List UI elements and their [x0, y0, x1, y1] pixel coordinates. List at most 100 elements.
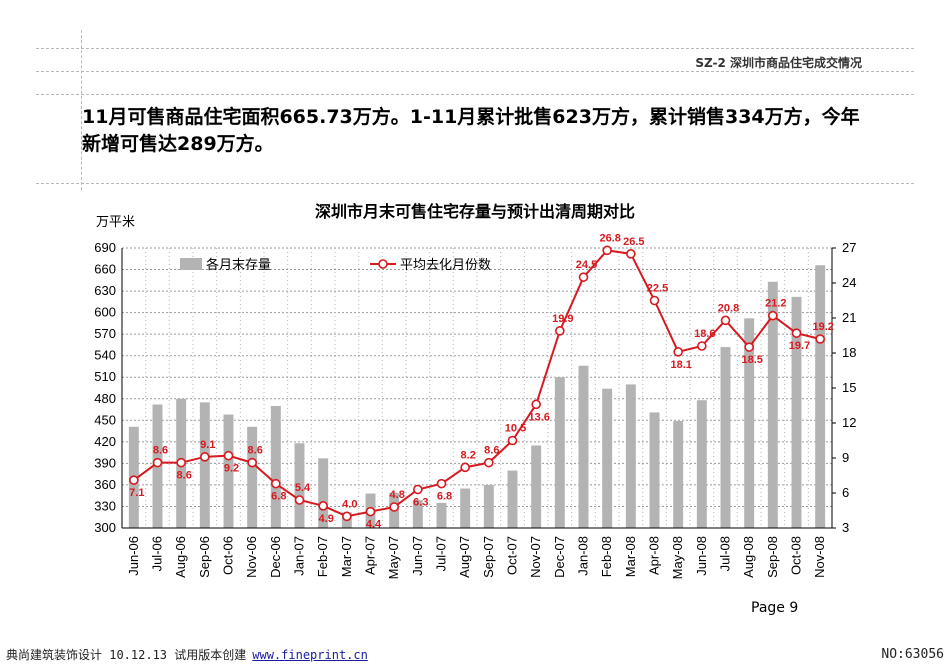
y2-tick-label: 27	[842, 240, 856, 255]
bar	[270, 405, 281, 528]
bar	[531, 445, 542, 528]
data-label: 4.4	[366, 519, 382, 531]
x-tick-label: Oct-08	[789, 536, 804, 575]
y-tick-label: 330	[94, 498, 116, 513]
chart-title: 深圳市月末可售住宅存量与预计出清周期对比	[314, 202, 635, 221]
x-tick-label: May-07	[386, 536, 401, 579]
line-point	[342, 511, 352, 522]
x-tick-label: Nov-08	[812, 536, 827, 578]
footer-watermark: 典尚建筑装饰设计 10.12.13 试用版本创建 www.fineprint.cn	[6, 646, 368, 663]
x-tick-label: Nov-06	[244, 536, 259, 578]
x-tick-label: Dec-07	[552, 536, 567, 578]
x-tick-label: Sep-08	[765, 536, 780, 578]
line-point	[791, 328, 802, 338]
data-label: 19.9	[552, 313, 573, 325]
bar	[649, 412, 660, 528]
y-tick-label: 360	[94, 477, 116, 492]
x-tick-label: Jul-08	[718, 536, 733, 571]
data-label: 8.2	[461, 449, 476, 461]
line-point	[744, 342, 754, 352]
bar	[460, 488, 471, 528]
legend-line-label: 平均去化月份数	[400, 258, 491, 273]
line-point	[200, 452, 210, 462]
y-tick-label: 450	[94, 412, 116, 427]
data-label: 26.8	[599, 232, 620, 244]
x-tick-label: Jan-08	[576, 536, 591, 576]
headline-text: 11月可售商品住宅面积665.73万方。1-11月累计批售623万方，累计销售3…	[82, 106, 860, 155]
data-label: 9.2	[224, 463, 239, 475]
data-label: 8.6	[177, 470, 192, 482]
left-guide-line	[81, 30, 82, 190]
y-tick-label: 690	[94, 240, 116, 255]
page-number: Page 9	[751, 600, 799, 616]
x-tick-label: Oct-07	[505, 536, 520, 575]
x-tick-label: Aug-08	[741, 536, 756, 578]
legend-line-marker	[378, 259, 388, 269]
line-point	[626, 249, 636, 259]
x-tick-label: Dec-06	[268, 536, 283, 578]
data-label: 20.8	[718, 302, 739, 314]
y2-tick-label: 24	[842, 275, 856, 290]
x-tick-label: Jul-06	[150, 536, 165, 571]
data-label: 8.6	[248, 445, 263, 457]
data-label: 4.9	[319, 513, 334, 525]
y-tick-label: 540	[94, 348, 116, 363]
data-label: 6.3	[413, 497, 428, 509]
line-point	[555, 326, 565, 336]
line-point	[318, 501, 328, 511]
y-tick-label: 300	[94, 520, 116, 535]
bar	[554, 377, 565, 528]
legend-bar-label: 各月末存量	[206, 257, 271, 273]
bar	[412, 500, 423, 528]
y-tick-label: 480	[94, 391, 116, 406]
x-tick-label: Mar-08	[623, 536, 638, 577]
data-label: 18.1	[670, 359, 691, 371]
x-tick-label: Jun-07	[410, 536, 425, 576]
line-point	[176, 457, 186, 468]
data-label: 6.8	[271, 491, 286, 503]
data-label: 4.0	[342, 498, 357, 510]
y2-tick-label: 15	[842, 380, 856, 395]
line-point	[484, 457, 494, 468]
line-point	[578, 272, 589, 282]
y-tick-label: 630	[94, 283, 116, 298]
footer-watermark-text: 典尚建筑装饰设计 10.12.13 试用版本创建	[6, 648, 247, 662]
line-point	[720, 315, 731, 326]
line-point	[436, 478, 447, 489]
y2-tick-label: 3	[842, 520, 849, 535]
data-label: 26.5	[623, 236, 644, 248]
bar	[625, 384, 636, 528]
line-point	[768, 310, 778, 321]
bar	[744, 318, 755, 528]
x-tick-label: Feb-08	[599, 536, 614, 577]
data-label: 13.6	[528, 411, 549, 423]
top-divider-2	[36, 71, 914, 72]
line-point	[697, 341, 707, 351]
legend-bar-swatch	[180, 258, 202, 270]
line-point	[271, 478, 281, 489]
y-tick-label: 600	[94, 305, 116, 320]
line-point	[602, 245, 612, 256]
line-point	[673, 347, 683, 357]
x-tick-label: Feb-07	[315, 536, 330, 577]
data-label: 8.6	[153, 445, 168, 457]
data-label: 18.5	[741, 354, 762, 366]
data-label: 22.5	[647, 283, 668, 295]
bar	[199, 402, 210, 528]
fineprint-link[interactable]: www.fineprint.cn	[252, 648, 368, 662]
y-tick-label: 570	[94, 326, 116, 341]
bar	[720, 347, 731, 528]
bar	[507, 470, 518, 528]
bar	[247, 426, 258, 528]
line-point	[389, 502, 399, 512]
line-point	[152, 457, 163, 468]
bar	[815, 265, 826, 528]
x-tick-label: Oct-06	[221, 536, 236, 575]
x-tick-label: Jun-06	[126, 536, 141, 576]
data-label: 6.8	[437, 491, 452, 503]
data-label: 19.7	[789, 340, 810, 352]
line-point	[247, 457, 257, 468]
y-tick-label: 390	[94, 455, 116, 470]
section-tag: SZ-2 深圳市商品住宅成交情况	[695, 56, 862, 70]
